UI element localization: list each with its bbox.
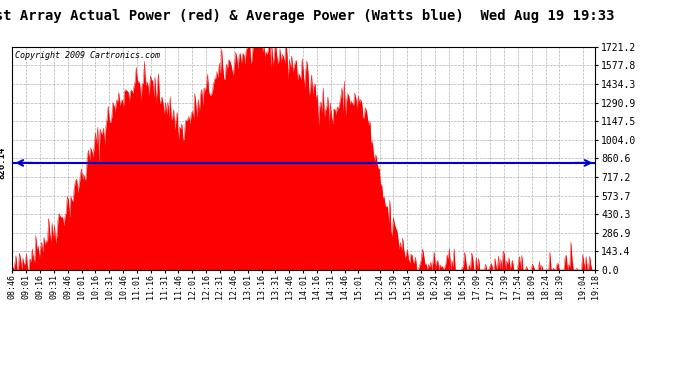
Text: East Array Actual Power (red) & Average Power (Watts blue)  Wed Aug 19 19:33: East Array Actual Power (red) & Average … (0, 9, 615, 23)
Text: 826.14: 826.14 (0, 147, 7, 179)
Text: Copyright 2009 Cartronics.com: Copyright 2009 Cartronics.com (15, 51, 160, 60)
